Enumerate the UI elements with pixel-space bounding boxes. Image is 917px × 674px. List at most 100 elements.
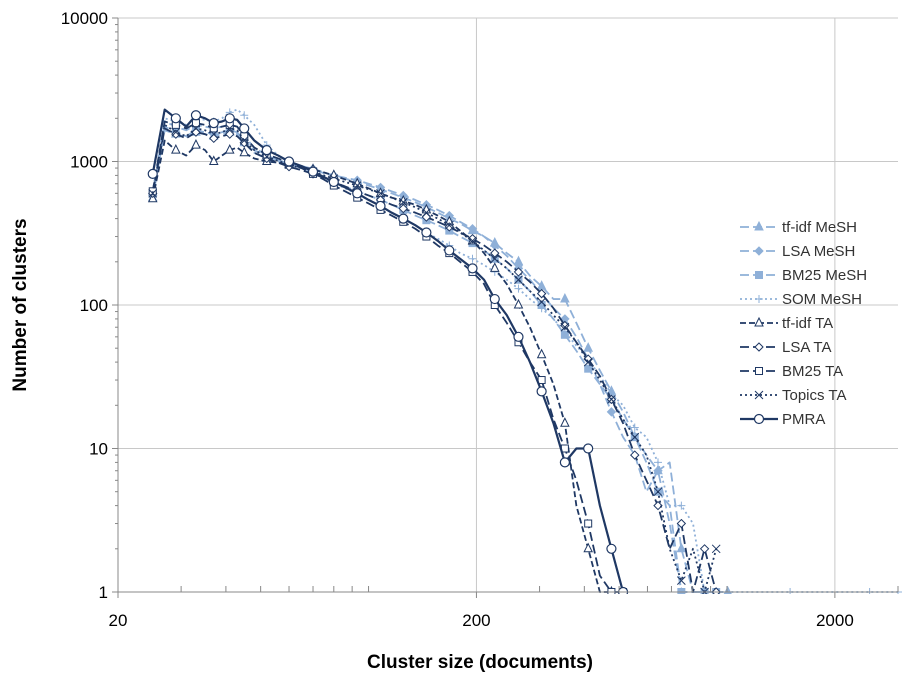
data-point: [537, 297, 546, 307]
data-point: [560, 322, 570, 332]
data-point: [224, 144, 235, 154]
data-point: [352, 188, 363, 199]
legend-marker: [754, 220, 764, 231]
data-point: [513, 331, 524, 342]
data-point: [583, 342, 593, 352]
legend-label: Topics TA: [782, 387, 846, 404]
series-line: [151, 108, 625, 593]
data-point: [583, 542, 593, 553]
data-point: [208, 118, 219, 129]
data-point: [468, 236, 477, 246]
legend-label: BM25 TA: [782, 363, 843, 380]
data-point: [606, 543, 617, 554]
data-point: [307, 166, 319, 177]
series-line: [151, 129, 728, 593]
data-point: [261, 145, 272, 156]
data-point: [398, 203, 408, 214]
data-point: [653, 458, 662, 467]
legend-entry: tf-idf MeSH: [740, 219, 857, 236]
data-point: [630, 423, 639, 432]
legend-marker: [754, 316, 764, 327]
data-point: [467, 224, 478, 234]
data-point: [584, 519, 593, 528]
legend-marker: [754, 342, 764, 352]
data-point: [398, 197, 408, 207]
y-tick-label: 10000: [61, 9, 108, 28]
data-point: [147, 168, 158, 179]
data-point: [239, 146, 250, 157]
x-tick-label: 200: [462, 611, 490, 630]
data-point: [677, 576, 686, 585]
data-point: [653, 487, 663, 497]
series-pmra: [147, 108, 629, 594]
data-point: [422, 208, 431, 218]
legend-label: BM25 MeSH: [782, 267, 867, 284]
data-point: [170, 113, 181, 124]
data-point: [630, 450, 640, 460]
y-tick-label: 100: [80, 296, 108, 315]
data-point: [468, 254, 477, 263]
data-point: [559, 457, 570, 468]
data-point: [607, 395, 616, 404]
data-point: [444, 220, 454, 230]
x-tick-label: 2000: [816, 611, 854, 630]
data-point: [583, 443, 594, 454]
data-point: [560, 417, 570, 427]
data-point: [171, 144, 181, 154]
series-line: [151, 127, 718, 593]
data-point: [444, 245, 455, 256]
legend-entry: BM25 MeSH: [740, 267, 867, 284]
data-point: [536, 386, 547, 397]
data-point: [283, 156, 295, 167]
y-axis-title: Number of clusters: [10, 218, 31, 391]
legend-label: PMRA: [782, 411, 825, 428]
legend-marker: [754, 390, 764, 400]
data-point: [676, 542, 687, 553]
data-point: [148, 187, 157, 196]
x-tick-label: 20: [109, 611, 128, 630]
y-tick-label: 10: [89, 440, 108, 459]
data-point: [676, 518, 687, 529]
data-point: [711, 544, 721, 554]
legend-marker: [755, 367, 763, 375]
legend-label: LSA MeSH: [782, 243, 855, 260]
axes: 1 10 100 1000 10000 20 200 2000: [61, 9, 899, 630]
data-point: [606, 407, 617, 417]
data-point: [584, 364, 593, 373]
data-point: [171, 127, 181, 137]
data-point: [513, 267, 524, 277]
legend-marker: [755, 271, 763, 279]
data-point: [239, 123, 250, 134]
data-point: [489, 262, 500, 272]
data-point: [514, 275, 523, 285]
legend-marker: [754, 246, 764, 256]
data-point: [653, 500, 663, 511]
data-point: [421, 227, 432, 238]
data-point: [677, 501, 686, 510]
legend-entry: SOM MeSH: [740, 291, 862, 308]
legend-entry: LSA TA: [740, 339, 831, 356]
data-point: [536, 288, 547, 299]
data-point: [191, 124, 201, 133]
data-point: [444, 222, 455, 232]
data-point: [376, 188, 385, 198]
data-point: [490, 248, 500, 258]
legend-entry: BM25 TA: [740, 363, 843, 380]
data-point: [328, 176, 339, 188]
data-point: [489, 293, 500, 305]
data-point: [398, 213, 409, 224]
legend-entry: tf-idf TA: [740, 315, 833, 332]
data-point: [583, 354, 593, 364]
data-point: [239, 138, 249, 148]
data-point: [630, 432, 640, 442]
data-point: [225, 129, 235, 139]
legend-label: tf-idf MeSH: [782, 219, 857, 236]
data-point: [224, 113, 235, 124]
data-point: [209, 129, 219, 139]
data-point: [208, 155, 219, 165]
data-point: [190, 110, 202, 121]
data-point: [467, 263, 478, 274]
data-point: [537, 304, 546, 313]
